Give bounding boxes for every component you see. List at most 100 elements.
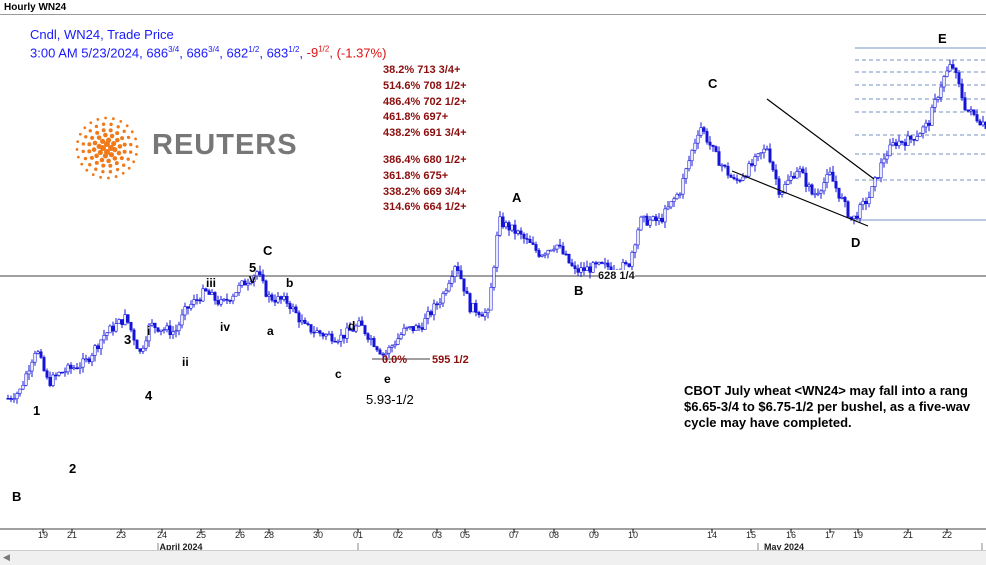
wave-label: E bbox=[938, 31, 947, 46]
x-tick-label: 05 bbox=[460, 530, 470, 540]
candle bbox=[660, 213, 664, 224]
candle bbox=[918, 132, 922, 137]
ohlc-change: -91/2, bbox=[306, 45, 333, 61]
fib-level-list: 38.2% 713 3/4+ 514.6% 708 1/2+ 486.4% 70… bbox=[383, 63, 467, 216]
candle bbox=[897, 135, 901, 149]
candle bbox=[354, 323, 358, 334]
candle bbox=[6, 394, 10, 400]
candle bbox=[453, 264, 457, 283]
candle bbox=[741, 173, 745, 182]
candle bbox=[402, 323, 406, 336]
ohlc-time: 3:00 AM 5/23/2024, bbox=[30, 45, 143, 61]
candle bbox=[378, 347, 382, 355]
candle bbox=[126, 314, 130, 325]
candle bbox=[798, 165, 802, 178]
candle bbox=[792, 172, 796, 179]
candle bbox=[273, 294, 277, 307]
candle bbox=[717, 146, 721, 166]
wave-label: e bbox=[384, 372, 391, 386]
wave-label: i bbox=[147, 324, 151, 338]
candle bbox=[36, 349, 40, 355]
candle bbox=[243, 278, 247, 286]
candle bbox=[876, 177, 880, 179]
candle bbox=[588, 262, 592, 279]
candle bbox=[939, 81, 943, 102]
candle bbox=[522, 232, 526, 244]
candle bbox=[351, 326, 355, 332]
candle bbox=[504, 220, 508, 230]
candle bbox=[828, 167, 832, 176]
candle bbox=[204, 287, 208, 293]
candle bbox=[63, 367, 67, 377]
candle bbox=[822, 177, 826, 195]
candle bbox=[720, 163, 724, 172]
candle bbox=[561, 242, 565, 255]
candle bbox=[357, 317, 361, 327]
candle bbox=[795, 167, 799, 179]
scroll-left-icon[interactable]: ◀ bbox=[3, 552, 10, 562]
candle bbox=[84, 354, 88, 363]
candle bbox=[267, 291, 271, 303]
candle bbox=[912, 138, 916, 146]
candle bbox=[465, 287, 469, 294]
candle bbox=[948, 59, 952, 72]
candle bbox=[864, 197, 868, 210]
candle bbox=[471, 302, 475, 313]
candle bbox=[258, 265, 262, 277]
candle bbox=[198, 297, 202, 305]
candle bbox=[978, 118, 982, 126]
candle bbox=[213, 291, 217, 305]
candle bbox=[699, 122, 703, 138]
candle bbox=[150, 319, 154, 327]
candle bbox=[873, 175, 877, 192]
candle bbox=[225, 293, 229, 305]
horizontal-scrollbar[interactable] bbox=[0, 550, 986, 565]
fib-level-item: 386.4% 680 1/2+ bbox=[383, 153, 467, 166]
candle bbox=[846, 200, 850, 218]
wedge-upper-line bbox=[766, 98, 875, 180]
candle bbox=[774, 164, 778, 185]
wave-label: B bbox=[12, 489, 22, 504]
month-label: May 2024 bbox=[764, 542, 804, 552]
candle bbox=[321, 331, 325, 340]
candle bbox=[21, 381, 25, 391]
wave-label: a bbox=[267, 324, 274, 338]
candle bbox=[93, 344, 97, 362]
candle bbox=[393, 340, 397, 349]
series-info: Cndl, WN24, Trade Price bbox=[30, 27, 174, 42]
candle bbox=[630, 250, 634, 271]
candle bbox=[642, 215, 646, 223]
candle bbox=[708, 136, 712, 150]
candle bbox=[684, 167, 688, 184]
candle bbox=[444, 288, 448, 296]
candle bbox=[942, 75, 946, 92]
commentary-line: cycle may have completed. bbox=[684, 415, 852, 430]
candle bbox=[492, 265, 496, 291]
chart-panel[interactable]: 19 21 23 24 25 26 28 30 01 02 03 05 07 08 09 10 14 15 16 17… bbox=[0, 14, 986, 565]
candle bbox=[771, 160, 775, 173]
candle bbox=[927, 120, 931, 132]
candle bbox=[315, 327, 319, 333]
candle bbox=[60, 371, 64, 374]
candle bbox=[735, 174, 739, 184]
x-tick-label: 17 bbox=[825, 530, 835, 540]
candle bbox=[282, 292, 286, 302]
candle bbox=[882, 153, 886, 168]
candle bbox=[117, 318, 121, 324]
ohlc-high: 686 bbox=[186, 45, 209, 61]
candle bbox=[246, 278, 250, 291]
candle bbox=[780, 191, 784, 198]
candle bbox=[228, 299, 232, 304]
candle bbox=[180, 309, 184, 329]
candle bbox=[825, 169, 829, 189]
candle bbox=[681, 173, 685, 199]
candle bbox=[690, 149, 694, 167]
candle bbox=[474, 299, 478, 317]
candle bbox=[162, 327, 166, 334]
candle bbox=[468, 292, 472, 314]
candle bbox=[24, 370, 28, 387]
wave-label: C bbox=[708, 76, 718, 91]
price-chart[interactable]: 19 21 23 24 25 26 28 30 01 02 03 05 07 08 09 10 14 15 16 17… bbox=[0, 15, 986, 565]
candle bbox=[924, 119, 928, 134]
candle bbox=[330, 330, 334, 345]
